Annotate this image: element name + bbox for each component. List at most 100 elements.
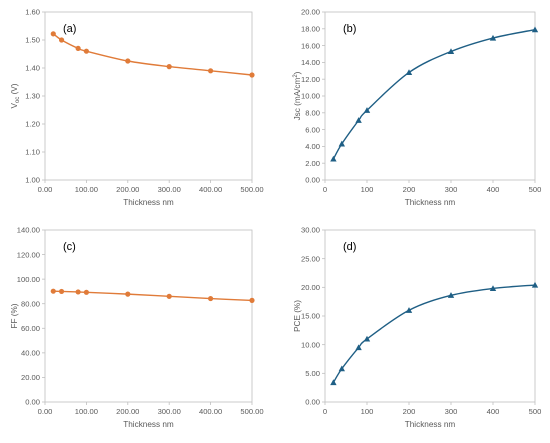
data-point [50,31,56,37]
data-point [166,64,172,70]
y-axis-title-main: V [10,103,19,109]
plot-frame [44,11,253,181]
data-point [330,155,337,162]
x-tick-label: 300.00 [158,185,181,194]
data-point [363,107,371,113]
y-tick-label: 18.00 [301,25,320,34]
y-tick-label: 20.00 [21,373,40,382]
x-axis-title: Thickness nm [405,198,456,207]
data-point [489,34,497,41]
x-axis-title: Thickness nm [405,420,456,429]
y-tick-label: 6.00 [305,125,320,134]
x-tick-label: 100 [361,407,374,416]
x-tick-label: 300 [445,407,458,416]
data-point [405,307,413,313]
chart-panel-a: 1.00 1.10 1.20 1.30 1.40 1.50 1.60 0.00 100.00 20… [10,8,264,207]
series-line [52,33,253,76]
y-axis-title-main: FF (%) [10,303,19,328]
y-axis-title-main: Jsc (mA/cm [293,77,302,120]
data-point [166,293,172,299]
data-point [208,68,214,74]
y-axis-title: FF (%) [10,303,19,328]
y-tick-label: 120.00 [17,250,40,259]
data-point [208,295,214,302]
y-tick-label: 15.00 [301,312,320,321]
data-point [125,291,131,297]
y-tick-label: 1.10 [25,148,40,157]
panel-label: (d) [343,241,356,253]
data-point [489,285,497,292]
y-axis-title-main: PCE (%) [293,300,302,332]
y-tick-label: 60.00 [21,324,40,333]
panel-label: (c) [63,241,76,253]
x-tick-label: 400 [487,407,500,416]
x-tick-label: 300.00 [158,407,181,416]
data-point [355,344,362,351]
y-tick-label: 1.50 [25,36,40,45]
x-tick-label: 200.00 [116,185,139,194]
y-tick-label: 0.00 [25,398,40,407]
x-tick-label: 300 [445,185,458,194]
data-point [531,281,539,288]
plot-frame [324,229,536,403]
series-line [332,284,536,383]
x-tick-label: 400.00 [199,407,222,416]
data-point [83,289,89,295]
data-point [50,288,56,294]
data-point [363,335,371,342]
y-tick-label: 1.00 [25,176,40,185]
y-tick-label: 140.00 [17,226,40,235]
data-point [125,58,131,64]
y-tick-label: 4.00 [305,142,320,151]
y-tick-label: 8.00 [305,109,320,118]
x-tick-label: 500 [529,185,542,194]
y-axis-title-superscript: 2 [293,74,299,78]
y-tick-label: 10.00 [301,340,320,349]
series-line [53,290,253,302]
panel-label: (b) [343,23,356,35]
x-tick-label: 0 [323,407,327,416]
data-point [75,45,81,52]
x-tick-label: 400.00 [199,185,222,194]
y-tick-label: 1.60 [25,8,40,17]
y-tick-label: 1.30 [25,92,40,101]
data-point [447,292,455,298]
x-tick-label: 100 [361,185,374,194]
x-tick-label: 100.00 [75,407,98,416]
data-point [58,288,65,295]
x-tick-label: 200.00 [116,407,139,416]
y-tick-label: 100.00 [17,275,40,284]
y-tick-label: 10.00 [301,92,320,101]
x-tick-label: 500 [529,407,542,416]
x-axis-title: Thickness nm [123,198,174,207]
data-point [405,69,413,76]
x-tick-label: 500.00 [240,185,263,194]
data-point [531,26,539,33]
y-axis-title-unit: (V) [10,83,19,96]
series-line [332,28,536,160]
y-tick-label: 12.00 [301,75,320,84]
chart-panel-b: 0.00 2.00 4.00 6.00 8.00 10.00 12.00 14.00 16.00… [293,8,541,207]
x-tick-label: 200 [403,407,416,416]
y-tick-label: 40.00 [21,349,40,358]
data-point [355,117,362,123]
data-point [83,48,89,54]
x-tick-label: 0.00 [38,185,53,194]
chart-panel-d: 0.00 5.00 10.00 15.00 20.00 25.00 30.00 0 100 200… [293,226,541,429]
data-point [249,297,255,303]
x-axis-title: Thickness nm [123,420,174,429]
y-tick-label: 80.00 [21,299,40,308]
y-tick-label: 2.00 [305,159,320,168]
data-point [75,289,81,295]
y-axis-title: Jsc (mA/cm2) [293,71,302,120]
panel-label: (a) [63,23,76,35]
y-tick-label: 16.00 [301,41,320,50]
y-tick-label: 20.00 [301,8,320,17]
y-axis-title: Voc (V) [10,83,21,108]
data-point [58,37,65,43]
y-tick-label: 20.00 [301,283,320,292]
x-tick-label: 100.00 [75,185,98,194]
x-tick-label: 200 [403,185,416,194]
y-tick-label: 0.00 [305,398,320,407]
